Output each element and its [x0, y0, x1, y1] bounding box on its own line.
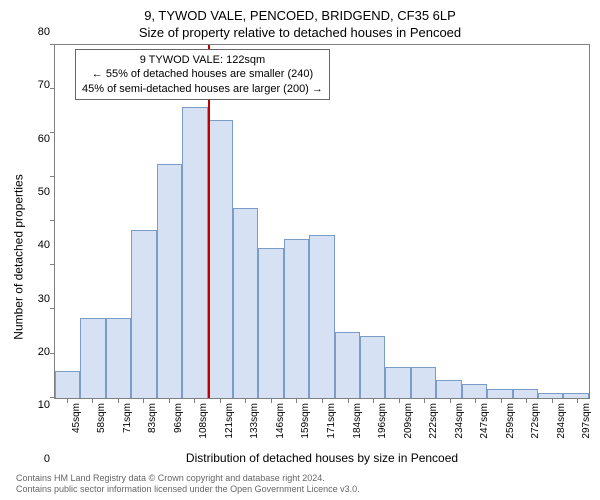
x-tick-mark — [399, 399, 400, 403]
annotation-box: 9 TYWOD VALE: 122sqm ← 55% of detached h… — [75, 49, 330, 100]
x-tick-label: 234sqm — [454, 403, 465, 439]
footer-line1: Contains HM Land Registry data © Crown c… — [16, 473, 590, 485]
x-tick-mark — [348, 399, 349, 403]
x-tick-label: 222sqm — [428, 403, 439, 439]
bar — [360, 336, 385, 398]
bar — [233, 208, 258, 398]
x-tick-mark — [143, 399, 144, 403]
x-tick-mark — [450, 399, 451, 403]
footer-line2: Contains public sector information licen… — [16, 484, 590, 496]
bar — [131, 230, 156, 397]
x-tick-label: 284sqm — [556, 403, 567, 439]
x-tick-mark — [501, 399, 502, 403]
x-tick-mark — [220, 399, 221, 403]
x-tick-label: 184sqm — [352, 403, 363, 439]
x-tick-mark — [322, 399, 323, 403]
x-tick-label: 247sqm — [479, 403, 490, 439]
y-tick-label: 30 — [38, 293, 50, 305]
y-tick-mark — [50, 264, 55, 265]
title-address: 9, TYWOD VALE, PENCOED, BRIDGEND, CF35 6… — [10, 8, 590, 23]
bar — [385, 367, 410, 398]
title-subtitle: Size of property relative to detached ho… — [10, 25, 590, 40]
y-tick-mark — [50, 176, 55, 177]
x-tick-mark — [526, 399, 527, 403]
bar — [55, 371, 80, 397]
x-ticks-row: 45sqm 58sqm 71sqm 83sqm 96sqm 108sqm 121sqm 133… — [54, 399, 590, 449]
y-tick-mark — [50, 397, 55, 398]
x-tick-label: 96sqm — [173, 403, 184, 433]
bar — [258, 248, 283, 398]
plot-area: 9 TYWOD VALE: 122sqm ← 55% of detached h… — [54, 44, 590, 399]
bar — [436, 380, 461, 398]
y-tick-label: 70 — [38, 79, 50, 91]
bar — [182, 107, 207, 398]
x-tick-mark — [118, 399, 119, 403]
x-tick-mark — [194, 399, 195, 403]
bar — [157, 164, 182, 398]
bar — [106, 318, 131, 397]
bar — [487, 389, 512, 398]
bar — [309, 235, 334, 398]
bar — [538, 393, 563, 397]
y-tick-label: 0 — [44, 453, 50, 465]
x-tick-label: 83sqm — [147, 403, 158, 433]
y-tick-label: 50 — [38, 186, 50, 198]
y-tick-mark — [50, 353, 55, 354]
y-ticks-column: 01020304050607080 — [28, 44, 54, 471]
x-tick-mark — [67, 399, 68, 403]
chart-container: 9, TYWOD VALE, PENCOED, BRIDGEND, CF35 6… — [0, 0, 600, 500]
x-tick-mark — [475, 399, 476, 403]
y-tick-label: 10 — [38, 399, 50, 411]
annotation-line2: ← 55% of detached houses are smaller (24… — [82, 67, 323, 81]
x-tick-label: 133sqm — [249, 403, 260, 439]
x-tick-mark — [577, 399, 578, 403]
x-tick-mark — [373, 399, 374, 403]
x-tick-label: 297sqm — [581, 403, 592, 439]
y-tick-label: 20 — [38, 346, 50, 358]
bar — [513, 389, 538, 398]
x-tick-label: 159sqm — [300, 403, 311, 439]
annotation-line3: 45% of semi-detached houses are larger (… — [82, 82, 323, 96]
x-tick-mark — [296, 399, 297, 403]
x-tick-label: 171sqm — [326, 403, 337, 439]
y-tick-mark — [50, 44, 55, 45]
x-tick-mark — [92, 399, 93, 403]
y-tick-mark — [50, 132, 55, 133]
y-tick-label: 80 — [38, 26, 50, 38]
y-tick-mark — [50, 308, 55, 309]
bar — [563, 393, 588, 397]
bar — [411, 367, 436, 398]
x-tick-label: 259sqm — [505, 403, 516, 439]
y-tick-label: 40 — [38, 239, 50, 251]
x-tick-label: 45sqm — [71, 403, 82, 433]
x-tick-mark — [552, 399, 553, 403]
x-tick-mark — [424, 399, 425, 403]
x-tick-label: 58sqm — [96, 403, 107, 433]
footer: Contains HM Land Registry data © Crown c… — [10, 471, 590, 496]
x-tick-label: 209sqm — [403, 403, 414, 439]
ylabel-column: Number of detached properties — [10, 44, 28, 471]
bar — [208, 120, 233, 398]
plot-column: 9 TYWOD VALE: 122sqm ← 55% of detached h… — [54, 44, 590, 471]
x-tick-label: 146sqm — [275, 403, 286, 439]
x-tick-mark — [245, 399, 246, 403]
x-tick-label: 196sqm — [377, 403, 388, 439]
x-tick-mark — [271, 399, 272, 403]
x-axis-label: Distribution of detached houses by size … — [54, 451, 590, 465]
y-tick-label: 60 — [38, 133, 50, 145]
annotation-line1: 9 TYWOD VALE: 122sqm — [82, 53, 323, 67]
x-tick-label: 121sqm — [224, 403, 235, 439]
bar — [80, 318, 105, 397]
y-tick-mark — [50, 220, 55, 221]
bar — [335, 332, 360, 398]
x-tick-mark — [169, 399, 170, 403]
bar — [462, 384, 487, 397]
x-tick-label: 108sqm — [198, 403, 209, 439]
bar — [284, 239, 309, 398]
x-tick-label: 272sqm — [530, 403, 541, 439]
x-tick-label: 71sqm — [122, 403, 133, 433]
y-tick-mark — [50, 88, 55, 89]
chart-row: Number of detached properties 0 10 20 30 40 5… — [10, 44, 590, 471]
y-axis-label: Number of detached properties — [12, 175, 26, 340]
